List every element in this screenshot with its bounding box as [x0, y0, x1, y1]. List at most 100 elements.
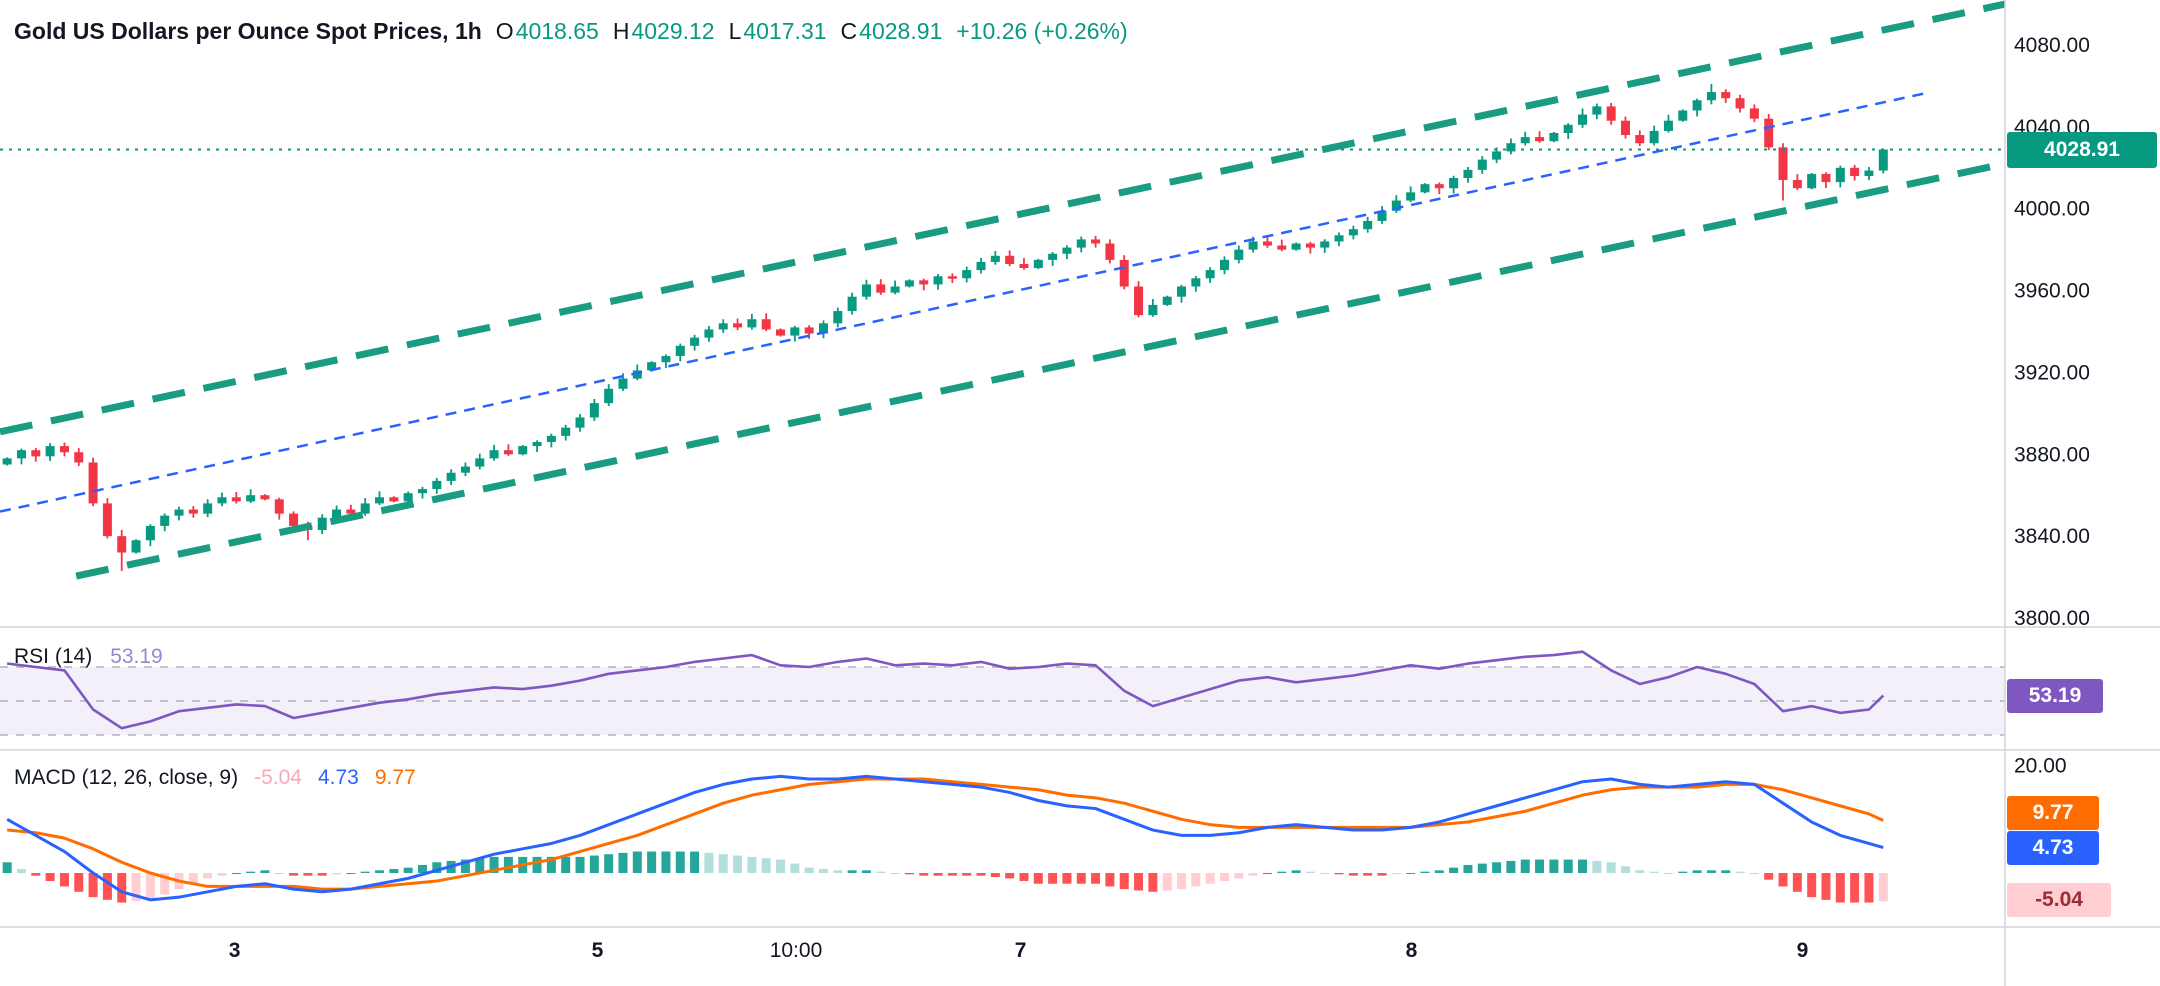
macd-histogram-bar [976, 873, 986, 876]
candle-up [1334, 235, 1344, 242]
macd-signal-line [7, 777, 1884, 891]
price-tick-label: 3920.00 [2014, 361, 2090, 384]
candle-up [861, 284, 871, 297]
candle-down [1735, 98, 1745, 109]
macd-histogram-bar [962, 873, 972, 876]
candle-up [432, 480, 442, 490]
macd-histogram-bar [1463, 864, 1473, 873]
time-tick-label: 3 [229, 939, 241, 962]
channel-lower-line[interactable] [75, 160, 2006, 580]
ohlc-low: L 4017.31 [729, 18, 827, 45]
macd-histogram-bar [947, 873, 957, 876]
candle-up [1348, 229, 1358, 236]
macd-histogram-bar [1549, 859, 1559, 873]
price-tick-label: 4000.00 [2014, 198, 2090, 221]
candle-down [1821, 173, 1831, 183]
macd-histogram-bar [1234, 873, 1244, 879]
candle-up [1678, 110, 1688, 121]
macd-histogram-bar [188, 873, 198, 884]
macd-histogram-bar [145, 873, 155, 900]
macd-histogram-bar [1105, 873, 1115, 887]
candle-down [260, 495, 270, 500]
candle-up [1033, 259, 1043, 269]
candle-down [1134, 286, 1144, 316]
macd-histogram-bar [1434, 870, 1444, 873]
channel-upper-line[interactable] [0, 0, 2006, 436]
change-value: +10.26 (+0.26%) [956, 18, 1128, 44]
macd-histogram-bar [675, 851, 685, 873]
candle-down [1019, 263, 1029, 269]
time-axis[interactable]: 3 5 10:00 7 8 9 [229, 939, 1809, 962]
candle-up [1363, 220, 1373, 230]
macd-histogram-bar [1749, 873, 1759, 874]
macd-histogram-bar [1348, 873, 1358, 876]
macd-histogram-bar [632, 851, 642, 873]
price-tick-label: 4080.00 [2014, 34, 2090, 57]
macd-histogram-bar [790, 863, 800, 873]
candle-up [589, 403, 599, 418]
macd-label[interactable]: MACD (12, 26, close, 9) [14, 766, 239, 789]
candle-down [389, 497, 399, 502]
close-label: C [840, 18, 858, 44]
candle-up [16, 450, 26, 459]
macd-histogram-bar [1807, 873, 1817, 898]
candle-up [1706, 92, 1716, 101]
macd-histogram-bar [833, 870, 843, 873]
candle-up [604, 388, 614, 404]
candle-down [1434, 184, 1444, 189]
channel-mid-line[interactable] [0, 90, 1932, 513]
candle-up [489, 450, 499, 459]
macd-histogram-bar [274, 873, 284, 874]
ohlc-high: H 4029.12 [613, 18, 715, 45]
candle-up [1391, 200, 1401, 211]
macd-histogram-bar [1506, 860, 1516, 873]
candle-down [1105, 243, 1115, 260]
candle-down [1119, 259, 1129, 287]
candle-up [1864, 170, 1874, 176]
candle-up [1835, 167, 1845, 183]
macd-histogram-bar [375, 870, 385, 873]
chart-title[interactable]: Gold US Dollars per Ounce Spot Prices, 1… [14, 18, 482, 44]
macd-histogram-bar [1076, 873, 1086, 884]
price-pane[interactable] [0, 0, 2006, 580]
macd-pane[interactable] [2, 774, 1888, 903]
candle-up [747, 319, 757, 328]
candle-down [1262, 241, 1272, 246]
rsi-pane[interactable] [0, 650, 2005, 736]
macd-histogram-bar [1363, 873, 1373, 876]
macd-histogram-bar [432, 862, 442, 873]
macd-histogram-bar [1134, 873, 1144, 891]
macd-histogram-bar [1649, 871, 1659, 873]
price-tick-label: 3880.00 [2014, 443, 2090, 466]
macd-histogram-bar [847, 870, 857, 873]
candle-up [1420, 184, 1430, 193]
macd-histogram-bar [117, 873, 127, 903]
macd-histogram-bar [1592, 860, 1602, 873]
rsi-label[interactable]: RSI (14) [14, 645, 93, 668]
candle-up [131, 540, 141, 553]
macd-histogram-bar [618, 852, 628, 873]
time-tick-label: 9 [1797, 939, 1809, 962]
candle-up [1520, 137, 1530, 144]
candle-up [1506, 143, 1516, 152]
macd-histogram-bar [1477, 863, 1487, 873]
macd-histogram-bar [131, 873, 141, 902]
candle-up [976, 261, 986, 271]
macd-histogram-bar [1635, 870, 1645, 873]
macd-histogram-bar [876, 871, 886, 873]
candle-down [761, 319, 771, 330]
candle-down [1764, 118, 1774, 148]
macd-histogram-bar [1492, 862, 1502, 873]
candle-down [776, 329, 786, 336]
open-value: 4018.65 [515, 18, 599, 44]
macd-histogram-bar [59, 873, 69, 887]
macd-histogram-bar [231, 873, 241, 874]
candle-up [1148, 304, 1158, 316]
price-axis[interactable]: 4080.004040.004000.003960.003920.003880.… [2014, 34, 2090, 778]
candle-up [1663, 120, 1673, 131]
candle-up [532, 442, 542, 447]
macd-histogram-bar [74, 873, 84, 892]
candle-down [1606, 106, 1616, 121]
candle-up [2, 458, 12, 465]
